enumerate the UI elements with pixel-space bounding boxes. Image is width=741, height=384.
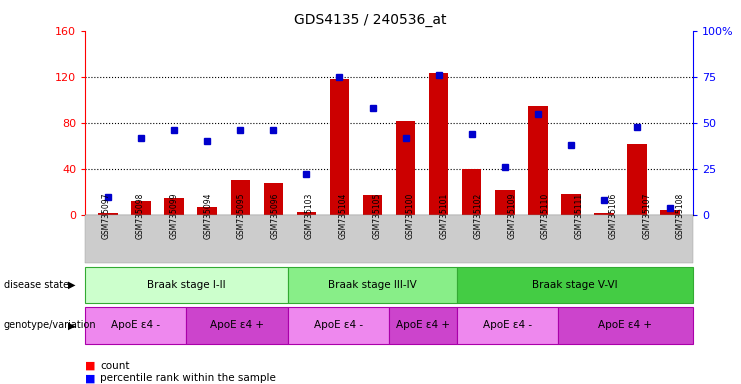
Text: disease state: disease state [4, 280, 69, 290]
Text: Braak stage V-VI: Braak stage V-VI [532, 280, 617, 290]
Text: ▶: ▶ [68, 280, 76, 290]
Text: GSM735099: GSM735099 [170, 192, 179, 239]
Text: ApoE ε4 +: ApoE ε4 + [210, 320, 264, 331]
Text: genotype/variation: genotype/variation [4, 320, 96, 331]
Bar [627, 144, 647, 215]
Text: GSM735110: GSM735110 [541, 193, 550, 239]
Bar [131, 201, 151, 215]
Bar [296, 212, 316, 215]
Text: GSM735109: GSM735109 [507, 193, 516, 239]
Bar [528, 106, 548, 215]
Text: GDS4135 / 240536_at: GDS4135 / 240536_at [294, 13, 447, 27]
Bar [99, 213, 119, 215]
Text: GSM735102: GSM735102 [473, 193, 482, 239]
Text: ApoE ε4 -: ApoE ε4 - [314, 320, 363, 331]
Bar [462, 169, 482, 215]
Text: Braak stage I-II: Braak stage I-II [147, 280, 226, 290]
Bar [165, 198, 185, 215]
Text: ■: ■ [85, 373, 96, 383]
Bar [198, 207, 217, 215]
Text: GSM735094: GSM735094 [203, 192, 213, 239]
Bar [495, 190, 514, 215]
Text: ▶: ▶ [68, 320, 76, 331]
Text: GSM735101: GSM735101 [439, 193, 448, 239]
Text: GSM735106: GSM735106 [608, 193, 617, 239]
Text: GSM735111: GSM735111 [575, 193, 584, 239]
Bar [264, 183, 283, 215]
Text: GSM735105: GSM735105 [372, 193, 381, 239]
Bar [659, 210, 679, 215]
Text: ■: ■ [85, 361, 96, 371]
Text: Braak stage III-IV: Braak stage III-IV [328, 280, 416, 290]
Text: GSM735096: GSM735096 [271, 192, 280, 239]
Bar [428, 73, 448, 215]
Text: ApoE ε4 -: ApoE ε4 - [111, 320, 160, 331]
Text: percentile rank within the sample: percentile rank within the sample [100, 373, 276, 383]
Bar [230, 180, 250, 215]
Text: GSM735097: GSM735097 [102, 192, 111, 239]
Text: GSM735104: GSM735104 [339, 193, 348, 239]
Text: GSM735098: GSM735098 [136, 193, 144, 239]
Text: GSM735095: GSM735095 [237, 192, 246, 239]
Text: GSM735108: GSM735108 [676, 193, 685, 239]
Text: ApoE ε4 +: ApoE ε4 + [396, 320, 450, 331]
Bar [362, 195, 382, 215]
Text: GSM735103: GSM735103 [305, 193, 313, 239]
Text: GSM735107: GSM735107 [642, 193, 651, 239]
Text: count: count [100, 361, 130, 371]
Bar [561, 194, 580, 215]
Text: GSM735100: GSM735100 [406, 193, 415, 239]
Text: ApoE ε4 -: ApoE ε4 - [482, 320, 532, 331]
Text: ApoE ε4 +: ApoE ε4 + [598, 320, 652, 331]
Bar [396, 121, 416, 215]
Bar [594, 213, 614, 215]
Bar [330, 79, 350, 215]
